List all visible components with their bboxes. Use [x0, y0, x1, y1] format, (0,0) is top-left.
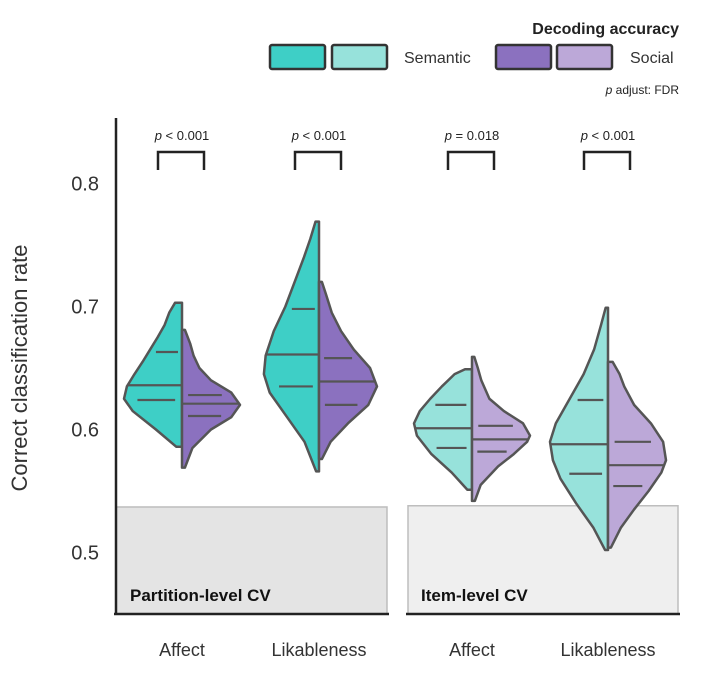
significance-bracket [448, 152, 494, 170]
x-tick-label: Likableness [271, 640, 366, 660]
panels: Partition-level CV p < 0.001 Affect p < 0.0… [114, 128, 680, 660]
p-value-label: p = 0.018 [444, 128, 500, 143]
panel-1: Partition-level CV p < 0.001 Affect p < 0.0… [114, 128, 389, 660]
p-value-prefix: p [154, 128, 162, 143]
p-adjust-text: adjust: FDR [612, 83, 679, 97]
legend-swatch [332, 45, 387, 69]
p-value-label: p < 0.001 [154, 128, 210, 143]
p-value-text: = 0.018 [452, 128, 499, 143]
p-value-label: p < 0.001 [580, 128, 636, 143]
legend-title: Decoding accuracy [532, 21, 679, 38]
panel-label: Partition-level CV [130, 586, 271, 605]
x-tick-label: Likableness [560, 640, 655, 660]
y-axis-label: Correct classification rate [7, 245, 32, 492]
significance-bracket [295, 152, 341, 170]
y-axis: 0.5 0.6 0.7 0.8 [71, 118, 116, 615]
p-value-prefix: p [291, 128, 299, 143]
p-value-text: < 0.001 [588, 128, 635, 143]
legend-swatch [270, 45, 325, 69]
p-value-text: < 0.001 [299, 128, 346, 143]
y-tick-label: 0.8 [71, 174, 99, 196]
p-value-prefix: p [444, 128, 452, 143]
p-value-prefix: p [580, 128, 588, 143]
social-half-violin [319, 282, 377, 459]
semantic-half-violin [264, 222, 319, 472]
p-value-label: p < 0.001 [291, 128, 347, 143]
legend: Decoding accuracy Semantic Social [270, 21, 679, 69]
x-tick-label: Affect [449, 640, 495, 660]
social-half-violin [472, 357, 530, 501]
p-value-text: < 0.001 [162, 128, 209, 143]
semantic-half-violin [414, 369, 472, 490]
significance-bracket [584, 152, 630, 170]
panel-2: Item-level CV p = 0.018 Affect p < 0.001 Lik… [406, 128, 680, 660]
legend-label: Social [630, 50, 674, 67]
legend-swatch [557, 45, 612, 69]
panel-label: Item-level CV [421, 586, 528, 605]
significance-bracket [158, 152, 204, 170]
p-adjust-note: p adjust: FDR [605, 83, 680, 97]
y-tick-label: 0.6 [71, 420, 99, 442]
legend-swatch [496, 45, 551, 69]
social-half-violin [182, 330, 240, 468]
y-tick-label: 0.7 [71, 297, 99, 319]
x-tick-label: Affect [159, 640, 205, 660]
legend-label: Semantic [404, 50, 471, 67]
semantic-half-violin [124, 303, 182, 447]
y-tick-label: 0.5 [71, 543, 99, 565]
